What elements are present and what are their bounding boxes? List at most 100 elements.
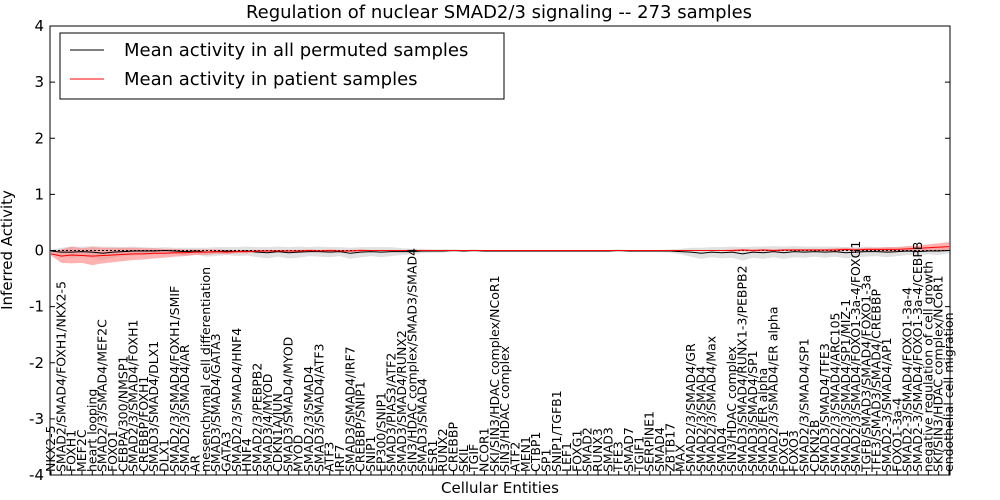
x-tick-label: SMAD2-3/SMAD4/FOXO1-3a-4/CEBPB xyxy=(910,242,925,472)
x-tick-label: SMAD3/SMAD4/RUNX1-3/PEBPB2 xyxy=(735,265,750,472)
x-tick-label: SMAD3/SMAD4/DLX1 xyxy=(146,341,161,472)
x-tick-label: SMAD2/3/SMAD4/SP1/MIZ-1 xyxy=(838,299,853,472)
x-tick-label: FOXO1-3a-4 xyxy=(889,398,904,472)
x-tick-label: CDKN2B xyxy=(807,420,822,472)
x-tick-label: CTBP1 xyxy=(528,432,543,472)
x-tick-label: ATF3 xyxy=(322,442,337,472)
legend-label-permuted: Mean activity in all permuted samples xyxy=(124,40,468,61)
x-tick-label: RUNX2 xyxy=(435,428,450,472)
band-permuted xyxy=(51,246,949,261)
x-tick-label: SMAD3/SMAD4/RUNX2 xyxy=(394,330,409,472)
x-tick-label: TGIF xyxy=(466,444,481,473)
x-tick-label: SKI/SIN3/HDAC complex/NCoR1 xyxy=(931,275,946,472)
x-tick-label: heart looping xyxy=(84,389,99,472)
x-tick-label: SMAD2/3/SMAD4/HNF4 xyxy=(229,328,244,472)
x-tick-label: negative regulation of cell growth xyxy=(920,261,935,472)
plot-area: -4-3-2-101234NKX2-5SMAD2/SMAD4/FOXH1/NKX… xyxy=(29,17,956,484)
x-tick-label: SMAD3/SMAD4/SP1 xyxy=(745,350,760,472)
y-tick-label: -1 xyxy=(29,298,44,316)
x-tick-label: SMAD4 xyxy=(652,427,667,472)
x-tick-label: mesenchymal cell differentiation xyxy=(198,267,213,472)
x-tick-label: SMAD2/3/SMAD4 xyxy=(693,366,708,472)
x-tick-label: SMAD3/PIAS3/ATF2 xyxy=(384,353,399,472)
x-tick-label: SMAD3/SMAD4/TFE3 xyxy=(817,343,832,472)
x-tick-label: MYOD xyxy=(291,435,306,472)
x-tick-label: SMAD3/SMAD4/IRF7 xyxy=(342,346,357,472)
x-tick-label: SMAD4 xyxy=(714,427,729,472)
x-tick-label: SMAD3/SMAD4 xyxy=(415,378,430,472)
x-tick-label: MEN1 xyxy=(518,436,533,472)
y-tick-label: 2 xyxy=(34,129,44,147)
x-tick-label: SMAD7 xyxy=(621,427,636,472)
x-tick-label: TGFB/SMAD3/SMAD4/FOXO1-3a xyxy=(858,275,873,473)
x-tick-label: SMAD3/SMAD4/ATF3 xyxy=(311,344,326,472)
chart-title: Regulation of nuclear SMAD2/3 signaling … xyxy=(246,2,752,23)
legend-label-patient: Mean activity in patient samples xyxy=(124,69,418,90)
y-axis-label: Inferred Activity xyxy=(0,190,16,310)
axes-frame xyxy=(49,25,951,476)
x-tick-label: FOXO3 xyxy=(786,430,801,472)
x-tick-label: HNF4 xyxy=(239,438,254,472)
x-tick-label: ATF2 xyxy=(507,442,522,472)
x-tick-label: SMAD2/3/SMAD4/Max xyxy=(704,336,719,472)
x-tick-label: SMAD2/SMAD4/FOXH1/NKX2-5 xyxy=(53,281,68,472)
x-tick-label: SMAD2/3/PEBPB2 xyxy=(249,363,264,472)
x-tick-label: GATA3 xyxy=(218,432,233,472)
x-tick-label: SIN3/HDAC complex xyxy=(724,346,739,472)
x-tick-label: CREBBP/SNIP1 xyxy=(353,381,368,472)
x-tick-label: SMAD3/SMAD4/GATA3 xyxy=(208,333,223,472)
x-tick-label: SMAD2/3/SMAD4/FOXO1-3a-4/FOXG1 xyxy=(848,241,863,472)
x-tick-label: SNIP1 xyxy=(363,436,378,472)
x-tick-label: SMAD3/SMAD4/MYOD xyxy=(280,337,295,472)
x-tick-label: SMAD3/4/MYOD xyxy=(260,374,275,472)
x-axis-label: Cellular Entities xyxy=(441,479,559,497)
x-tick-label: SMAD2/3/SMAD4/SP1 xyxy=(796,338,811,472)
y-tick-label: 3 xyxy=(34,73,44,91)
x-tick-label: SMAD2/3/SMAD4/ARC105 xyxy=(827,313,842,473)
x-tick-label: ESR1 xyxy=(425,440,440,472)
legend: Mean activity in all permuted samples Me… xyxy=(59,32,505,100)
y-tick-label: -2 xyxy=(29,354,44,372)
x-tick-label: SNIP1/TGFB1 xyxy=(549,390,564,472)
x-tick-label: ZBTB17 xyxy=(662,423,677,472)
y-tick-label: -4 xyxy=(29,466,44,484)
x-tick-label: EP300/SNIP1 xyxy=(373,392,388,472)
x-tick-label: SMAD2-3/SMAD4/FOXO1-3a-4 xyxy=(900,287,915,472)
x-tick-label: SMAD2/3/SMAD4/FOXH1 xyxy=(126,320,141,472)
x-tick-label: CEBPA/300/NMSP1 xyxy=(115,356,130,472)
x-tick-label: FOXG1 xyxy=(569,430,584,472)
x-tick-label: CREBBP xyxy=(446,422,461,472)
x-tick-label: MEF2C xyxy=(74,429,89,472)
y-tick-label: 4 xyxy=(34,17,44,35)
x-tick-label: FOXG1 xyxy=(776,430,791,472)
x-tick-label: SP1 xyxy=(538,449,553,472)
band-patient xyxy=(51,242,949,266)
x-tick-label: SMAD2/3/SMAD4/GR xyxy=(683,343,698,472)
x-tick-label: endothelial cell migration xyxy=(941,312,956,472)
x-tick-label: LEF1 xyxy=(559,442,574,472)
x-tick-label: SKIL xyxy=(456,445,471,472)
x-tick-label: SERPINE1 xyxy=(642,411,657,472)
y-tick-label: 0 xyxy=(34,242,44,260)
y-tick-label: -3 xyxy=(29,410,44,428)
x-tick-label: SMAD2-3/SMAD4/AP1 xyxy=(879,337,894,472)
x-tick-label: AR xyxy=(188,454,203,472)
x-tick-label: SIN3/HDAC complex xyxy=(497,346,512,472)
x-tick-label: TFE3/SMAD3/SMAD4/CREBBP xyxy=(869,289,884,473)
x-tick-label: TGIF1 xyxy=(631,436,646,473)
x-tick-label: CDKN1A/JUN xyxy=(270,393,285,472)
x-tick-label: SMAD3 xyxy=(600,427,615,472)
x-tick-label: SKI/SIN3/HDAC complex/NCoR1 xyxy=(487,275,502,472)
x-tick-label: TFE3 xyxy=(611,441,626,473)
x-tick-label: SMAD2/3/SMAD4/FOXH1/SMIF xyxy=(167,286,182,472)
x-tick-label: SMAD2/3/SMAD4 xyxy=(301,366,316,472)
x-tick-label: FOXO1 xyxy=(105,430,120,472)
x-tick-label: SMAD2 xyxy=(580,427,595,472)
x-tick-label: FOXH1 xyxy=(64,430,79,472)
x-tick-label: SIN3/HDAC complex/SMAD3/SMAD4 xyxy=(404,248,419,472)
x-tick-label: MAX xyxy=(673,444,688,472)
x-tick-label: DLX1 xyxy=(157,439,172,472)
x-tick-label: RUNX3 xyxy=(590,428,605,472)
x-tick-label: SMAD2/3/SMAD4/MEF2C xyxy=(95,319,110,472)
